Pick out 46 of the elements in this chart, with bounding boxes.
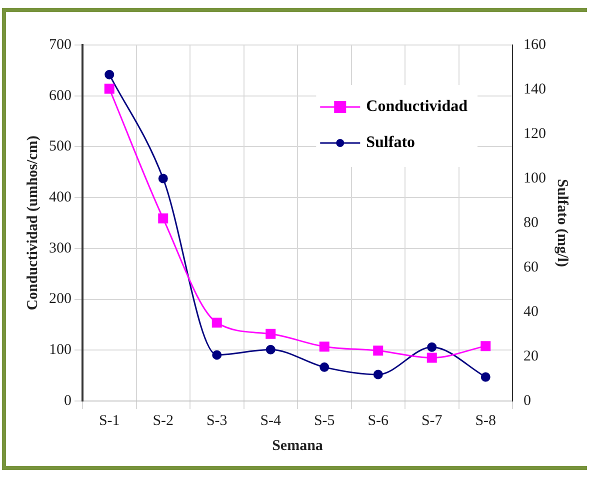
legend-label: Conductividad	[366, 98, 468, 116]
x-tick-label: S-7	[421, 412, 443, 429]
x-tick-label: S-1	[98, 412, 120, 429]
y2-tick-label: 40	[524, 304, 538, 320]
y-tick-label: 700	[49, 36, 72, 53]
y-tick-label: 600	[49, 88, 72, 104]
x-axis-title: Semana	[272, 438, 324, 454]
point	[373, 370, 383, 380]
y2-axis-title: Sulfato (mg/l)	[554, 179, 570, 267]
point	[373, 346, 384, 356]
point	[266, 328, 276, 339]
point	[319, 342, 330, 352]
x-tick-label: S-5	[314, 412, 335, 429]
y2-tick-label: 160	[524, 36, 546, 53]
y2-tick-label: 140	[524, 81, 546, 98]
x-tick-label: S-6	[368, 412, 390, 429]
y-axis-title: Conductividad (umhos/cm)	[24, 136, 41, 310]
x-tick-label: S-4	[260, 412, 282, 429]
x-tick-label: S-3	[206, 412, 228, 429]
x-tick-label: S-8	[475, 412, 496, 429]
point	[158, 174, 168, 184]
point	[427, 342, 437, 352]
legend-label: Sulfato	[366, 134, 416, 152]
y2-tick-label: 60	[524, 259, 538, 276]
point	[266, 344, 276, 354]
point	[320, 362, 330, 372]
point	[104, 70, 114, 80]
point	[426, 352, 437, 363]
point	[212, 318, 222, 328]
y-tick-label: 0	[64, 392, 72, 409]
y-tick-label: 500	[49, 138, 72, 155]
y-tick-label: 100	[49, 342, 72, 358]
point	[104, 84, 114, 94]
y2-tick-label: 0	[524, 392, 531, 409]
x-tick-label: S-2	[152, 412, 174, 429]
y2-tick-label: 120	[524, 126, 546, 142]
y-tick-label: 200	[49, 291, 72, 308]
point	[480, 341, 491, 352]
y2-tick-label: 20	[524, 348, 538, 364]
y2-tick-label: 80	[524, 214, 538, 231]
y-tick-label: 300	[49, 240, 72, 256]
y-tick-label: 400	[49, 190, 72, 206]
point	[212, 350, 222, 360]
point	[158, 213, 168, 224]
point	[480, 372, 490, 382]
y2-tick-label: 100	[524, 170, 546, 186]
